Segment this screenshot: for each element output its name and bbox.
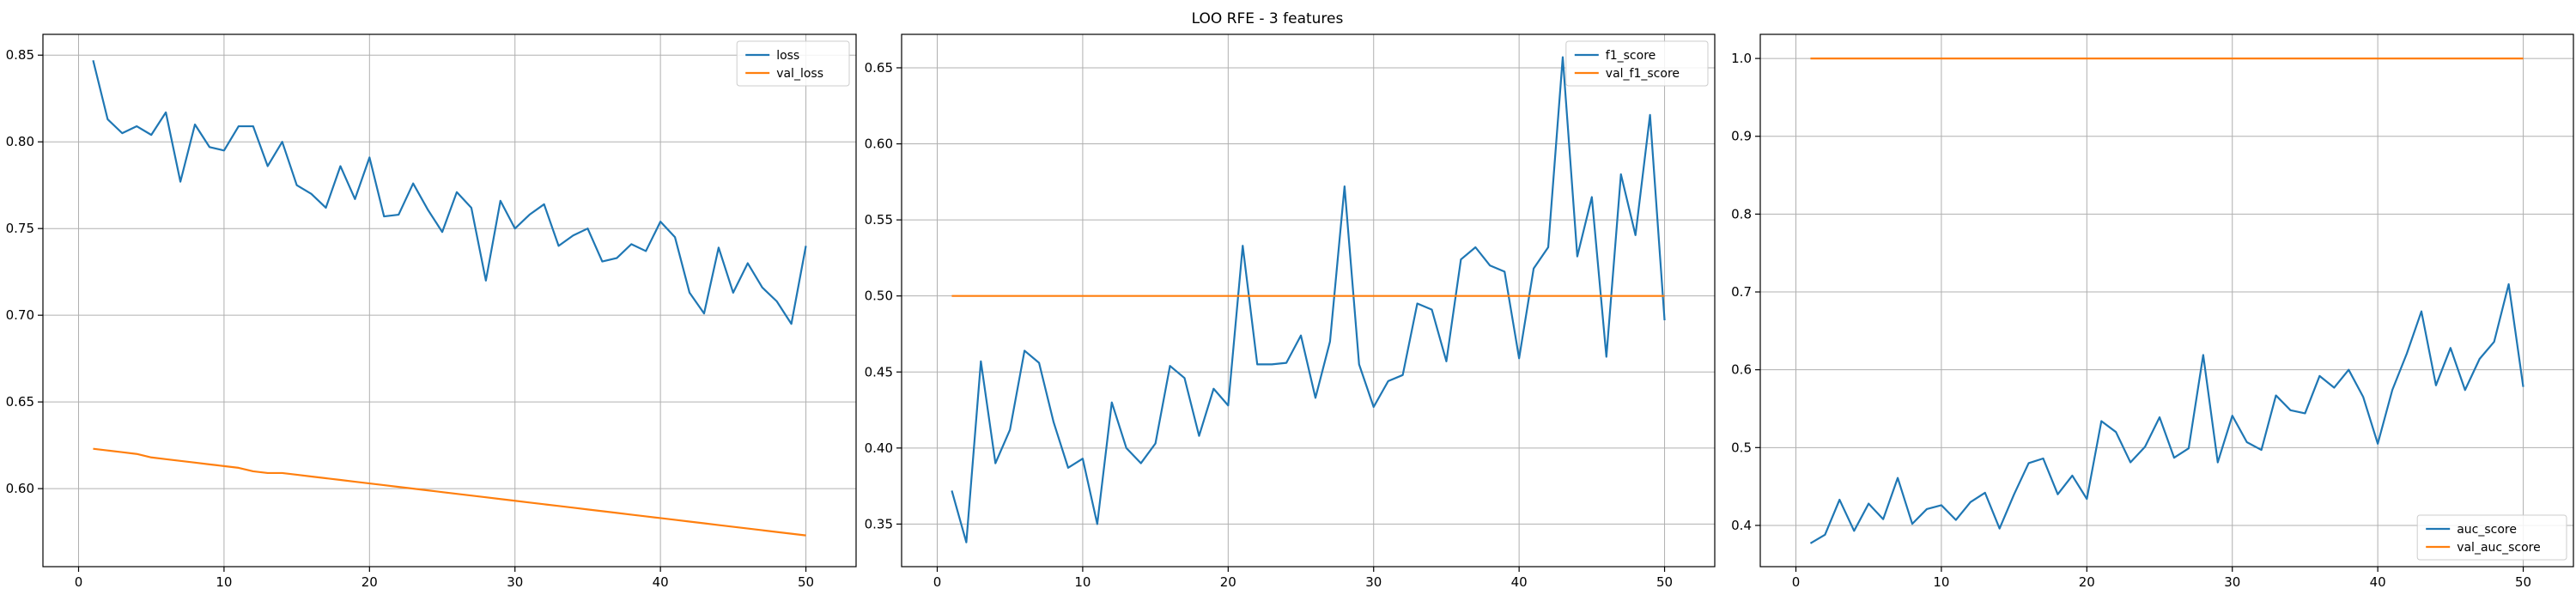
subplot-2: 0 10 20 30 40 50 0.35 0.40 0.45 0.50 0.55 0.60 0.65 f… bbox=[865, 33, 1716, 590]
x-tick-label: 0 bbox=[75, 574, 83, 590]
series-line-val_loss bbox=[93, 447, 806, 537]
y-tick-label: 0.9 bbox=[1731, 129, 1752, 144]
y-tick-label: 0.60 bbox=[865, 137, 893, 152]
legend-box bbox=[1565, 40, 1709, 87]
legend-label-loss: loss bbox=[776, 49, 799, 63]
x-tick-label: 30 bbox=[2224, 574, 2240, 590]
y-tick-label: 0.40 bbox=[865, 440, 893, 456]
y-tick-label: 0.45 bbox=[865, 364, 893, 379]
y-tick-label: 0.60 bbox=[6, 481, 34, 496]
y-tick-label: 1.0 bbox=[1731, 51, 1752, 66]
legend-label-val_f1_score: val_f1_score bbox=[1606, 67, 1680, 81]
y-tick-label: 0.7 bbox=[1731, 284, 1752, 300]
x-tick-label: 10 bbox=[1074, 574, 1091, 590]
legend-box bbox=[2416, 514, 2567, 561]
y-tick-label: 0.65 bbox=[6, 394, 34, 410]
legend: loss val_loss bbox=[736, 40, 850, 87]
x-tick-label: 10 bbox=[1933, 574, 1949, 590]
x-tick-label: 20 bbox=[361, 574, 378, 590]
figure-title: LOO RFE - 3 features bbox=[1192, 10, 1344, 27]
x-tick-label: 0 bbox=[1792, 574, 1801, 590]
legend-box bbox=[736, 40, 850, 87]
x-tick-label: 0 bbox=[933, 574, 942, 590]
y-tick-label: 0.5 bbox=[1731, 440, 1752, 455]
legend: f1_score val_f1_score bbox=[1565, 40, 1709, 87]
legend-label-val_loss: val_loss bbox=[776, 67, 823, 81]
x-tick-label: 20 bbox=[1220, 574, 1236, 590]
y-tick-label: 0.65 bbox=[865, 60, 893, 76]
y-tick-label: 0.55 bbox=[865, 212, 893, 228]
axes-frame bbox=[1759, 33, 2574, 568]
axes-frame bbox=[42, 33, 857, 568]
subplots: 0 10 20 30 40 500.600.650.700.750.800.85 lossv… bbox=[6, 33, 2574, 590]
series-line-loss bbox=[92, 60, 807, 325]
x-tick-label: 40 bbox=[2370, 574, 2386, 590]
y-tick-label: 0.70 bbox=[6, 307, 34, 323]
x-tick-label: 20 bbox=[2079, 574, 2095, 590]
legend-label-val_auc_score: val_auc_score bbox=[2457, 541, 2541, 555]
y-tick-label: 0.50 bbox=[865, 288, 893, 304]
y-tick-label: 0.75 bbox=[6, 221, 34, 236]
y-tick-label: 0.35 bbox=[865, 516, 893, 531]
x-tick-label: 10 bbox=[216, 574, 232, 590]
legend: auc_score val_auc_score bbox=[2416, 514, 2567, 561]
series-line-f1_score bbox=[951, 56, 1666, 543]
x-tick-label: 50 bbox=[1656, 574, 1673, 590]
y-tick-label: 0.6 bbox=[1731, 362, 1752, 378]
x-tick-label: 50 bbox=[798, 574, 814, 590]
subplot-1: 0 10 20 30 40 50 0.60 0.65 0.70 0.75 0.80 0.85 loss v… bbox=[6, 33, 857, 590]
y-tick-label: 0.4 bbox=[1731, 518, 1752, 533]
x-tick-label: 40 bbox=[653, 574, 669, 590]
y-tick-label: 0.80 bbox=[6, 134, 34, 149]
axes-frame bbox=[901, 33, 1716, 568]
subplot-3: 0 10 20 30 40 50 0.4 0.5 0.6 0.7 0.8 0.9 1.0 auc_scor… bbox=[1731, 33, 2574, 590]
legend-label-auc_score: auc_score bbox=[2457, 523, 2517, 537]
y-tick-label: 0.8 bbox=[1731, 206, 1752, 222]
legend-label-f1_score: f1_score bbox=[1606, 49, 1656, 63]
series-line-auc_score bbox=[1809, 282, 2524, 544]
x-tick-label: 50 bbox=[2515, 574, 2531, 590]
x-tick-label: 40 bbox=[1511, 574, 1528, 590]
x-tick-label: 30 bbox=[1365, 574, 1382, 590]
y-tick-label: 0.85 bbox=[6, 47, 34, 63]
x-tick-label: 30 bbox=[507, 574, 523, 590]
